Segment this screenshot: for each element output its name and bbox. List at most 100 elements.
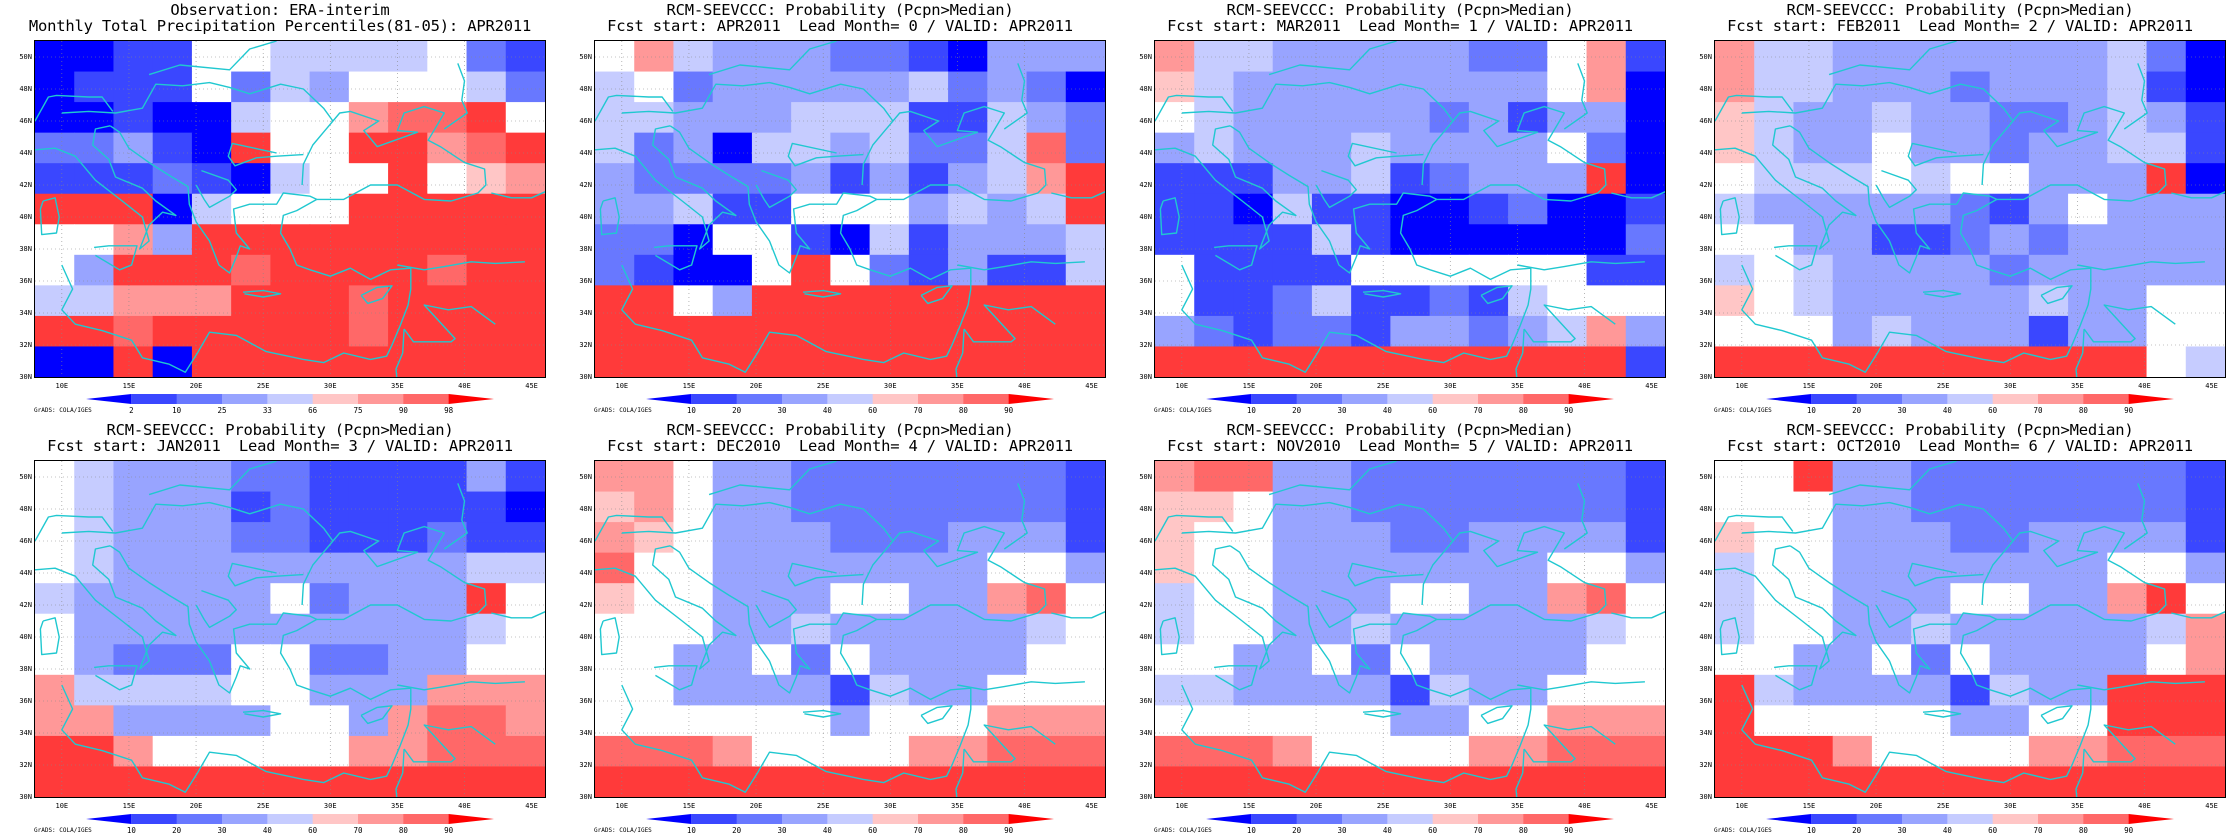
grid-cell	[348, 71, 389, 103]
coastline	[1155, 514, 1234, 542]
grid-cell	[1390, 346, 1431, 377]
coastline	[1611, 611, 1665, 619]
coastline	[595, 545, 737, 670]
grid-cell	[1468, 766, 1509, 797]
lon-label: 40E	[1578, 802, 1591, 810]
grads-credit: GrADS: COLA/IGES	[1154, 407, 1212, 414]
lon-label: 30E	[323, 802, 337, 810]
lat-label: 38N	[579, 665, 592, 673]
grid-cell	[152, 132, 193, 164]
colorbar-segment	[736, 394, 783, 404]
grid-cell	[1989, 102, 2030, 134]
grid-cell	[1911, 705, 1951, 737]
grid-cell	[595, 522, 635, 554]
grid-cell	[1508, 491, 1548, 523]
grid-cell	[1194, 522, 1235, 554]
grid-cell	[309, 163, 350, 195]
colorbar-arrow-right	[448, 814, 494, 824]
grid-cell	[1272, 163, 1313, 195]
map-area	[1714, 460, 2226, 798]
grid-cell	[1194, 41, 1235, 73]
grid-cell	[1911, 552, 1951, 584]
grid-cell	[2107, 552, 2148, 584]
grid-cell	[1989, 254, 2030, 286]
grid-cell	[673, 41, 714, 73]
grid-cell	[1311, 522, 1352, 554]
grid-cell	[388, 71, 428, 103]
grid-cell	[388, 41, 428, 73]
grid-cell	[348, 766, 389, 797]
coastline	[1362, 709, 1402, 718]
grid-cell	[113, 132, 154, 164]
coastline	[35, 94, 114, 122]
grid-cell	[427, 491, 468, 523]
grid-cell	[348, 346, 389, 377]
coastline	[1480, 285, 1513, 305]
grid-cell	[1625, 163, 1665, 195]
coastline	[1907, 142, 1984, 167]
grid-cell	[2068, 491, 2108, 523]
lat-label: 38N	[19, 245, 32, 253]
coastline	[242, 709, 282, 718]
map-panel: RCM-SEEVCCC: Probability (Pcpn>Median) Fc…	[1680, 0, 2240, 420]
grid-cell	[466, 552, 507, 584]
coastline	[2075, 748, 2085, 797]
colorbar-label: 20	[732, 406, 742, 415]
colorbar-label: 10	[686, 826, 696, 835]
lon-label: 45E	[525, 382, 538, 390]
coastline	[1981, 525, 2167, 622]
panel-title: RCM-SEEVCCC: Probability (Pcpn>Median)	[1226, 1, 1574, 19]
grid-cell	[712, 674, 753, 706]
panel-title: RCM-SEEVCCC: Probability (Pcpn>Median)	[1786, 1, 2134, 19]
grid-cell	[1950, 346, 1991, 377]
grid-cell	[869, 461, 910, 493]
colorbar-label: 10	[1246, 826, 1256, 835]
grid-cell	[1871, 102, 1912, 134]
lon-label: 30E	[2003, 802, 2017, 810]
grid-cell	[830, 461, 871, 493]
grid-cell	[987, 705, 1028, 737]
colorbar-segment	[963, 814, 1010, 824]
coastline	[595, 514, 674, 542]
grid-cell	[2028, 41, 2069, 73]
lon-label: 20E	[1869, 802, 1883, 810]
grid-cell	[1586, 674, 1627, 706]
colorbar-segment	[222, 394, 268, 404]
colorbar-segment	[1856, 814, 1903, 824]
grid-cell	[427, 552, 468, 584]
map-panel: RCM-SEEVCCC: Probability (Pcpn>Median) Fc…	[560, 420, 1120, 840]
coastline	[1611, 191, 1665, 199]
grid-cell	[1871, 735, 1912, 768]
grid-cell	[1065, 346, 1105, 377]
grid-cell	[791, 346, 831, 377]
lon-label: 25E	[1376, 802, 1390, 810]
grid-cell	[1468, 346, 1509, 377]
grid-cell	[1390, 766, 1431, 797]
coastline	[1719, 617, 1740, 656]
lat-label: 36N	[19, 277, 32, 285]
grid-cell	[1832, 254, 1873, 286]
grid-cell	[309, 644, 350, 676]
grid-cell	[1194, 254, 1235, 286]
grid-cell	[231, 461, 271, 493]
colorbar-segment	[782, 394, 828, 404]
grid-cell	[1508, 766, 1548, 797]
grid-cell	[869, 644, 910, 676]
grid-cell	[1989, 735, 2030, 768]
grid-cell	[74, 71, 115, 103]
lat-label: 50N	[1699, 473, 1712, 481]
colorbar-segment	[267, 394, 314, 404]
grid-cell	[830, 613, 871, 645]
coastline	[1181, 81, 1454, 122]
coastline	[242, 289, 282, 298]
colorbar-segment	[267, 814, 314, 824]
grid-cell	[791, 613, 831, 645]
coastline	[1181, 501, 1454, 542]
grid-cell	[270, 315, 311, 348]
grid-cell	[1233, 766, 1274, 797]
grid-cell	[1625, 193, 1665, 225]
grid-cell	[1547, 461, 1588, 493]
coastline	[755, 169, 798, 209]
colorbar-segment	[222, 814, 268, 824]
grid-cell	[751, 644, 792, 676]
